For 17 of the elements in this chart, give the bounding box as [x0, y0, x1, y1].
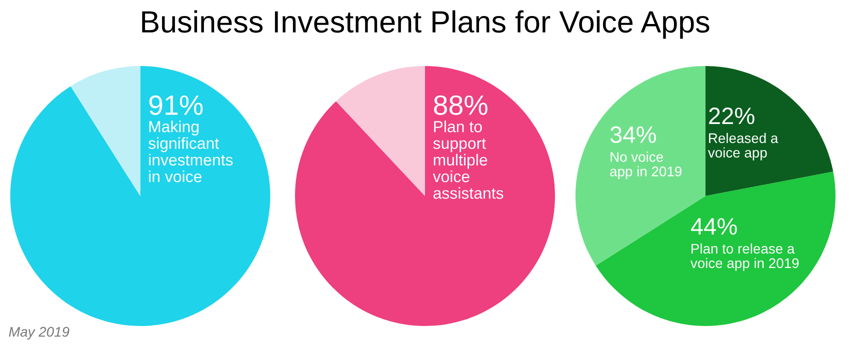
data-label: 88%	[434, 95, 488, 116]
data-label: 22%	[709, 108, 754, 124]
slice-label: No voice app in 2019	[610, 152, 682, 180]
pie-slice	[295, 66, 555, 326]
slice-label: Plan to support multiple voice assistants	[432, 120, 504, 199]
text: May 2019	[8, 326, 70, 340]
data-label: 44%	[690, 218, 737, 235]
slice-label: Released a voice app	[708, 132, 778, 160]
data-label: 91%	[149, 95, 203, 116]
slice-label: Making significant investments in voice	[148, 120, 233, 182]
slice-label: Plan to release a voice app in 2019	[690, 243, 799, 271]
text: Business Investment Plans for Voice Apps	[142, 10, 710, 39]
data-label: 34%	[610, 126, 656, 144]
pie-slice	[336, 66, 425, 196]
pie-slice	[706, 66, 834, 196]
pie-slice	[70, 66, 140, 196]
pie-slice	[10, 66, 270, 326]
